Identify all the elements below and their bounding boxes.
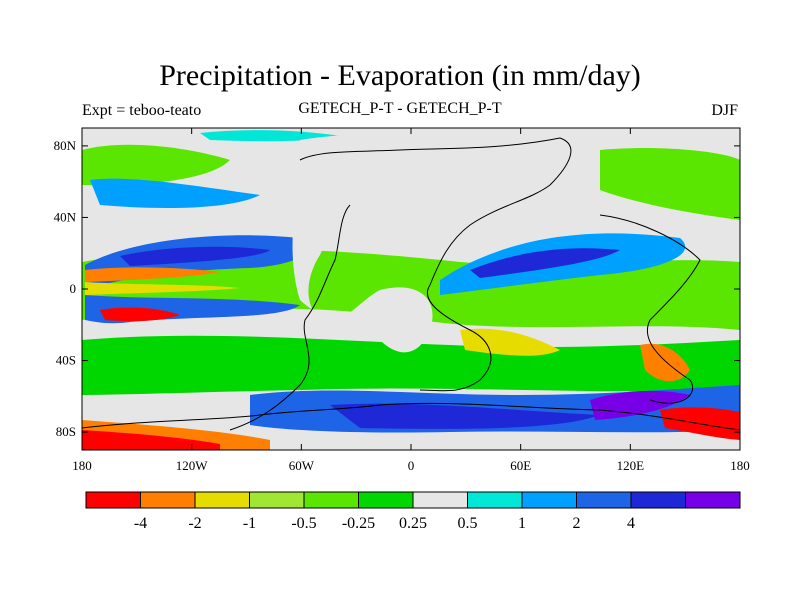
colorbar-label: 0.25 [399,515,427,532]
x-tick-label: 0 [408,458,415,473]
colorbar-swatch [576,491,632,509]
colorbar: -4 -2 -1 -0.5 -0.25 0.25 0.5 1 2 4 [85,491,741,532]
coastlines [82,137,740,431]
field-equatorial-orange [85,267,220,282]
coastline-north [299,137,572,392]
colorbar-swatch [194,491,250,509]
field-north-continent [292,133,568,353]
colorbar-swatch [630,491,686,509]
colorbar-label: -1 [243,515,256,532]
field-south-pacific-red [100,307,180,322]
colorbar-label: -4 [134,515,147,532]
precip-fields [82,130,740,450]
colorbar-swatch [467,491,523,509]
field-north-pacific-core [120,246,270,266]
y-tick-label: 80S [56,424,76,439]
right-subtitle: DJF [711,102,738,119]
field-southern-deep-blue [330,403,600,429]
x-tick-label: 180 [730,458,750,473]
colorbar-swatch [358,491,414,509]
colorbar-swatch [685,491,741,509]
y-tick-label: 40N [54,209,77,224]
axis-ticks: 180 120W 60W 0 60E 120E 180 80N 40N 0 40S 80S [54,128,750,473]
field-southern-yellow [460,328,560,356]
field-southern-purple [590,390,690,420]
colorbar-label: 4 [627,515,635,532]
field-south-atlantic-green [82,335,740,395]
colorbar-swatch [412,491,468,509]
colorbar-swatch [303,491,359,509]
field-equatorial-yellow [85,282,240,295]
colorbar-label: -2 [188,515,201,532]
field-north-atlantic-green [82,144,230,185]
colorbar-label: -0.25 [342,515,375,532]
coastline-east [599,214,701,404]
colorbar-label: 2 [573,515,581,532]
left-subtitle: Expt = teboo-teato [82,102,202,119]
colorbar-swatch [249,491,305,509]
center-subtitle: GETECH_P-T - GETECH_P-T [298,100,502,117]
x-tick-label: 120E [617,458,645,473]
field-west-pacific-green [600,148,740,220]
field-arctic-cyan [200,130,340,142]
field-southern-red-core [82,430,220,450]
coastline-south [82,402,740,431]
x-tick-label: 60W [289,458,315,473]
y-tick-label: 40S [56,353,76,368]
y-tick-label: 0 [70,281,77,296]
colorbar-swatch [521,491,577,509]
page-title: Precipitation - Evaporation (in mm/day) [159,59,641,92]
x-tick-label: 180 [72,458,92,473]
colorbar-label: 1 [518,515,526,532]
field-australia-orange [640,343,690,382]
field-north-blue-patch [90,178,260,208]
colorbar-swatch [140,491,196,509]
field-east-asia-core [470,248,620,278]
colorbar-swatch [85,491,141,509]
x-tick-label: 60E [510,458,531,473]
x-tick-label: 120W [176,458,209,473]
colorbar-label: -0.5 [291,515,316,532]
y-tick-label: 80N [54,138,77,153]
colorbar-label: 0.5 [458,515,478,532]
coastline-west [229,204,351,431]
